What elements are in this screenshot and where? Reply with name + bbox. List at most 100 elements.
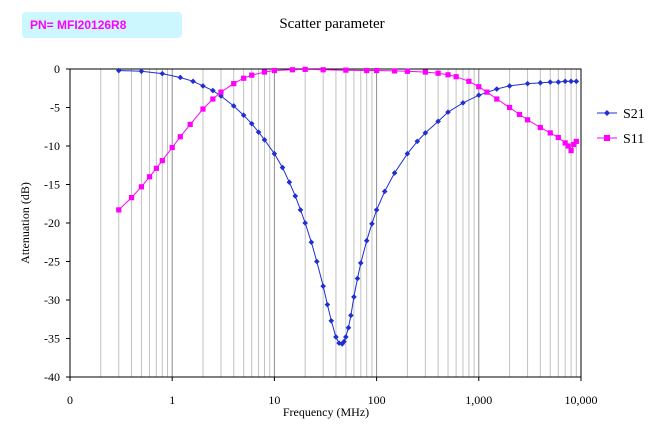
data-point-s11	[435, 70, 441, 76]
data-point-s21	[177, 74, 184, 81]
data-point-s21	[341, 338, 347, 345]
legend-marker-s21	[604, 110, 610, 116]
data-point-s21	[339, 341, 345, 347]
data-point-s11	[320, 67, 326, 73]
data-point-s21	[547, 79, 554, 85]
data-point-s21	[138, 68, 145, 75]
data-point-s11	[146, 174, 153, 180]
data-point-s11	[364, 67, 370, 74]
data-point-s21	[568, 78, 574, 85]
data-point-s11	[562, 140, 568, 146]
data-point-s11	[445, 72, 451, 78]
data-point-s21	[363, 237, 370, 244]
data-point-s21	[373, 207, 380, 213]
data-point-s11	[128, 194, 135, 201]
data-point-s21	[286, 179, 293, 185]
data-point-s11	[138, 184, 145, 190]
data-point-s11	[169, 144, 175, 151]
data-point-s21	[324, 301, 331, 308]
data-point-s21	[314, 258, 320, 265]
data-point-s21	[460, 100, 466, 106]
part-number-badge: PN= MFI20126R8	[22, 12, 182, 38]
data-point-s21	[279, 164, 286, 171]
x-tick-label: 10,000	[565, 393, 598, 407]
x-tick-label: 0	[67, 393, 73, 407]
data-point-s11	[159, 158, 165, 164]
legend-label-s11: S11	[623, 132, 644, 147]
legend-marker-s11	[604, 135, 610, 141]
data-point-s21	[336, 340, 342, 346]
data-point-s21	[200, 83, 206, 89]
data-point-s11	[568, 148, 574, 154]
data-point-s11	[343, 67, 349, 73]
data-point-s11	[289, 67, 295, 73]
data-point-s11	[524, 117, 531, 123]
x-tick-label: 100	[368, 393, 386, 407]
legend-label-s21: S21	[623, 107, 645, 122]
data-point-s21	[190, 78, 196, 85]
y-tick-label: -15	[44, 178, 60, 192]
legend: S21 S11	[597, 107, 645, 147]
data-point-s11	[210, 96, 216, 102]
data-point-s21	[493, 86, 500, 92]
data-point-s11	[494, 96, 500, 102]
data-point-s21	[445, 109, 451, 115]
y-tick-label: -20	[44, 216, 60, 230]
y-axis-label: Attenuation (dB)	[18, 182, 32, 264]
data-point-s21	[435, 118, 441, 125]
x-tick-label: 1,000	[465, 393, 492, 407]
data-point-s11	[453, 74, 459, 80]
data-point-s11	[476, 84, 482, 90]
data-point-s11	[555, 134, 561, 141]
data-point-s21	[230, 103, 237, 109]
data-point-s21	[248, 120, 255, 127]
data-point-s21	[351, 294, 357, 300]
data-point-s21	[292, 193, 299, 199]
data-point-s21	[506, 83, 513, 89]
data-point-s21	[159, 70, 166, 77]
x-tick-label: 1	[169, 393, 175, 407]
data-point-s21	[555, 79, 562, 85]
data-point-s21	[391, 170, 398, 176]
y-tick-label: -25	[44, 255, 60, 269]
data-point-s21	[345, 324, 352, 331]
data-point-s11	[404, 68, 410, 74]
data-point-s11	[187, 121, 193, 128]
data-point-s21	[343, 334, 349, 340]
data-point-s21	[476, 92, 482, 98]
data-point-s11	[261, 69, 268, 75]
data-point-s21	[354, 275, 361, 282]
data-point-s21	[562, 78, 568, 85]
data-point-s21	[414, 138, 421, 145]
data-point-s21	[210, 87, 216, 94]
data-point-s21	[271, 150, 278, 157]
data-point-s21	[381, 188, 388, 195]
y-tick-label: -40	[44, 370, 60, 384]
data-point-s11	[537, 124, 543, 131]
data-point-s21	[255, 129, 262, 135]
data-point-s11	[516, 111, 523, 118]
y-tick-label: -10	[44, 139, 60, 153]
data-point-s21	[328, 317, 335, 324]
data-point-s21	[357, 260, 364, 266]
chart-title: Scatter parameter	[279, 16, 384, 32]
data-point-s11	[218, 89, 224, 95]
data-point-s21	[115, 67, 122, 74]
data-point-s21	[320, 283, 326, 289]
data-point-s21	[240, 112, 247, 118]
data-point-s21	[302, 220, 308, 226]
data-point-s11	[573, 138, 579, 144]
data-point-s21	[297, 207, 304, 213]
data-point-s21	[573, 78, 580, 85]
data-point-s11	[565, 143, 571, 149]
y-tick-label: -5	[50, 101, 60, 115]
data-point-s11	[116, 207, 122, 213]
data-point-s11	[271, 67, 277, 74]
part-number-text: PN= MFI20126R8	[30, 18, 127, 32]
data-point-s21	[422, 130, 429, 136]
data-point-s11	[153, 165, 159, 171]
data-point-s11	[200, 106, 206, 112]
data-point-s11	[302, 66, 308, 72]
data-point-s11	[249, 72, 255, 78]
